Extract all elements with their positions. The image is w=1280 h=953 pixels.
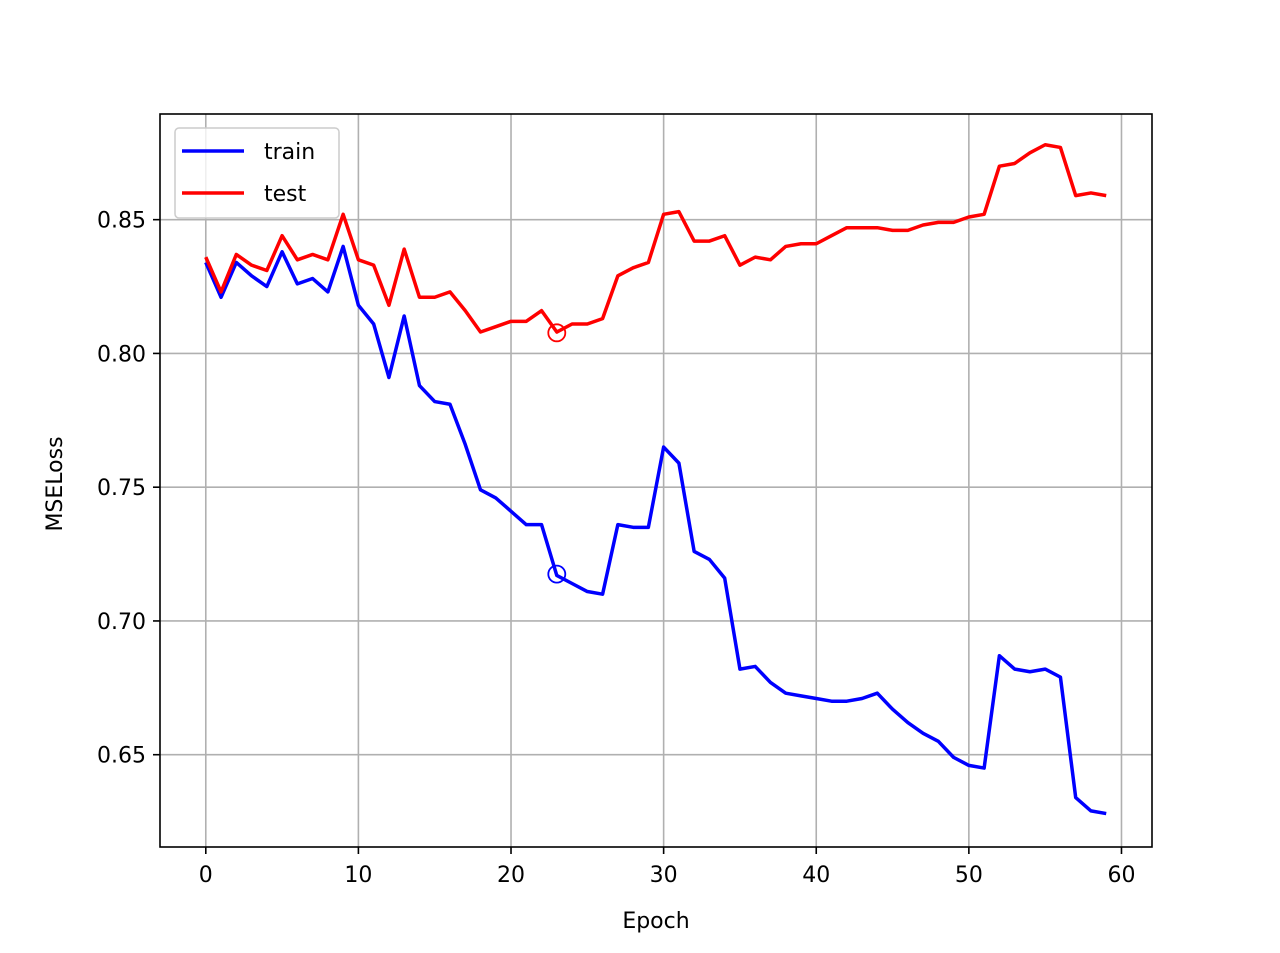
legend-label-test: test xyxy=(264,182,307,207)
plot-frame xyxy=(159,113,1153,848)
legend-label-train: train xyxy=(264,140,315,165)
legend: train test xyxy=(174,127,340,219)
x-tick-label: 60 xyxy=(1107,863,1135,888)
y-tick-label: 0.80 xyxy=(97,342,146,367)
y-axis-label: MSELoss xyxy=(43,436,68,531)
y-tick-label: 0.75 xyxy=(97,476,146,501)
y-tick-label: 0.85 xyxy=(97,209,146,234)
y-axis: 0.65 0.70 0.75 0.80 0.85 xyxy=(97,209,160,769)
x-axis-label: Epoch xyxy=(622,909,689,934)
series-line-train xyxy=(204,244,1107,816)
x-tick-label: 30 xyxy=(650,863,678,888)
min-marker-test xyxy=(547,323,567,343)
x-tick-label: 50 xyxy=(955,863,983,888)
x-tick-label: 10 xyxy=(344,863,372,888)
series-line-test xyxy=(204,143,1107,334)
x-tick-label: 40 xyxy=(802,863,830,888)
series-layer xyxy=(204,143,1107,816)
x-axis: 0 10 20 30 40 50 60 xyxy=(199,847,1135,888)
y-tick-label: 0.65 xyxy=(97,744,146,769)
min-marker-train xyxy=(547,564,567,584)
x-tick-label: 0 xyxy=(199,863,213,888)
y-tick-label: 0.70 xyxy=(97,610,146,635)
x-tick-label: 20 xyxy=(497,863,525,888)
